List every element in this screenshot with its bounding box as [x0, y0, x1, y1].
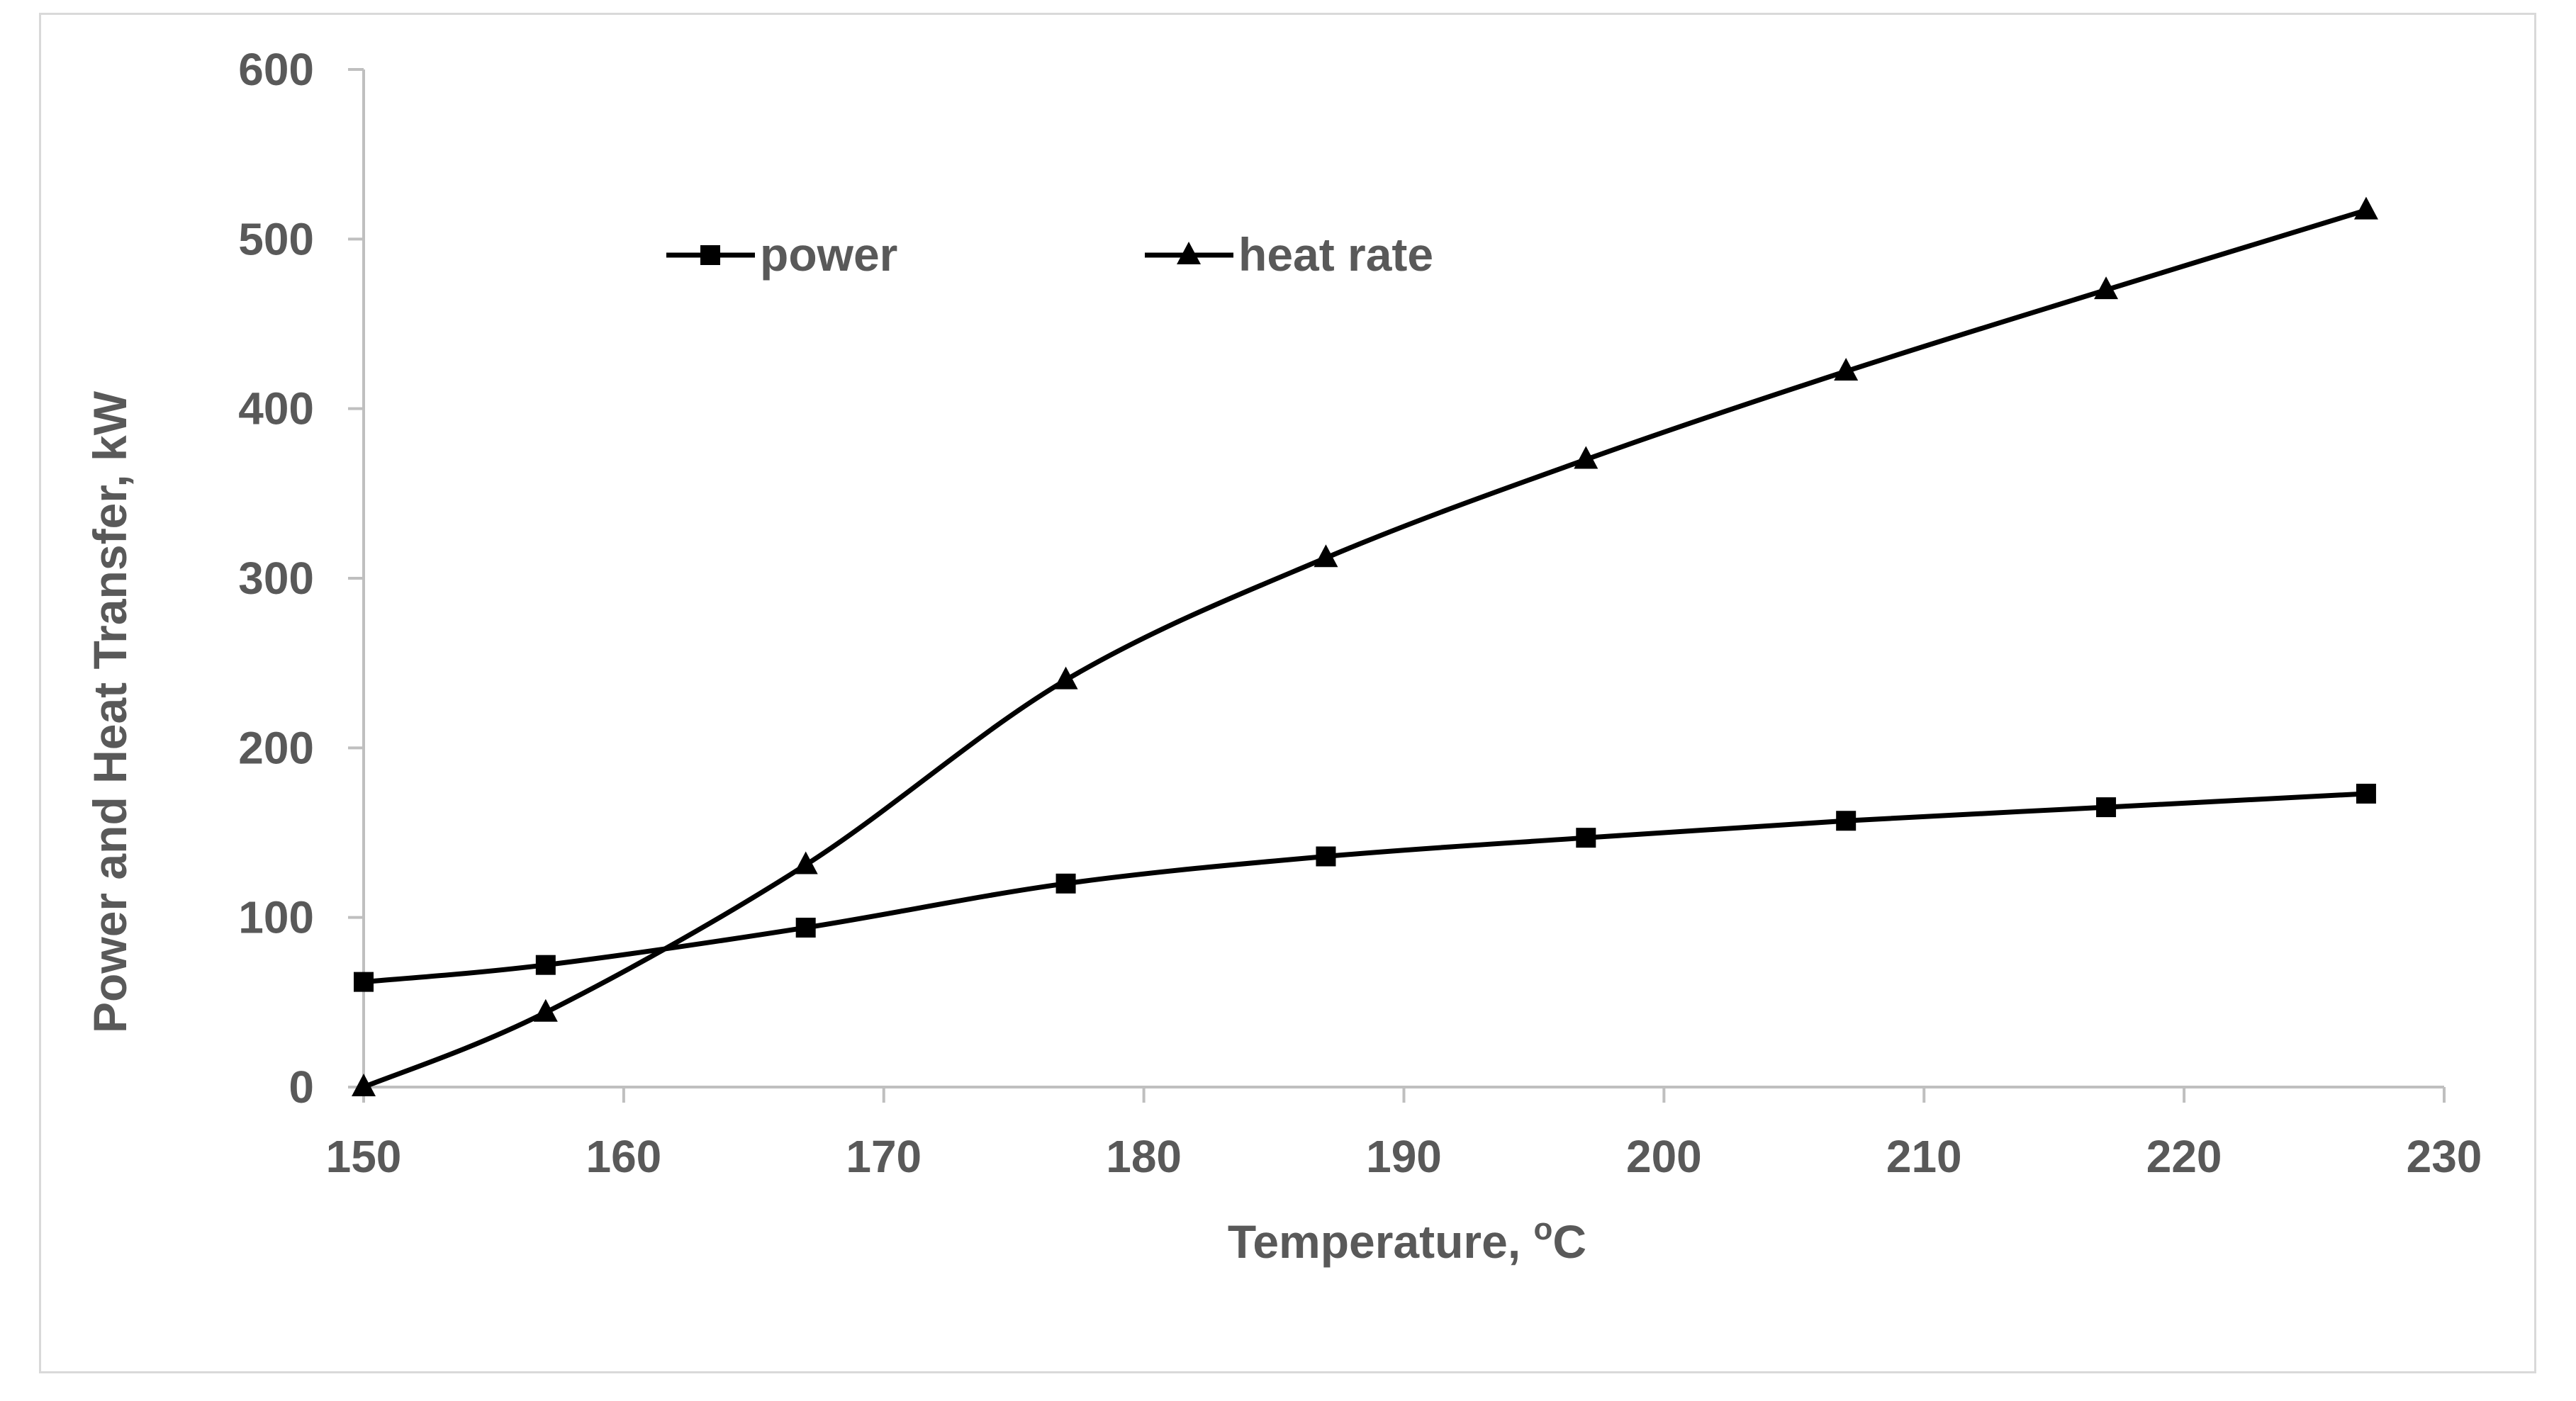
x-axis-title-unit: C: [1552, 1215, 1586, 1268]
data-point-heat-rate: [352, 1074, 376, 1096]
series-layer: [352, 196, 2378, 1096]
y-tick-label: 600: [238, 44, 314, 95]
data-point-heat-rate: [1053, 666, 1078, 690]
data-point-power: [1055, 873, 1076, 894]
x-axis-title: Temperature, oC: [1228, 1212, 1586, 1268]
x-tick-label: 230: [2407, 1131, 2482, 1182]
legend-marker-power: [700, 245, 720, 265]
series-line-heat-rate: [362, 208, 2367, 1090]
data-point-power: [2096, 797, 2117, 818]
legend-item-heat-rate: heat rate: [1145, 228, 1433, 281]
data-point-heat-rate: [1314, 544, 1338, 568]
x-tick-label: 160: [586, 1131, 661, 1182]
axes: 0 100 200 300 400 500 600 150 160 170 180 190 200 210…: [238, 44, 2482, 1182]
data-point-power: [1576, 828, 1596, 848]
data-point-power: [354, 972, 374, 992]
chart-frame: [39, 13, 2536, 1373]
legend: power heat rate: [666, 228, 1433, 281]
data-point-heat-rate: [793, 851, 818, 874]
legend-marker-heat-rate: [1177, 242, 1201, 264]
data-point-power: [2356, 783, 2376, 804]
data-point-heat-rate: [2353, 196, 2378, 220]
x-tick-label: 170: [846, 1131, 922, 1182]
data-point-power: [1836, 811, 1857, 831]
series-heat-rate: [352, 196, 2378, 1096]
x-tick-label: 180: [1106, 1131, 1182, 1182]
x-axis-title-superscript: o: [1534, 1212, 1553, 1247]
y-tick-label: 500: [238, 213, 314, 264]
data-point-power: [1316, 846, 1336, 867]
x-axis-title-text: Temperature,: [1228, 1215, 1534, 1268]
y-axis-title: Power and Heat Transfer, kW: [84, 390, 136, 1033]
y-tick-label: 200: [238, 722, 314, 773]
data-point-heat-rate: [1834, 358, 1859, 381]
data-point-power: [535, 955, 556, 975]
data-point-heat-rate: [1574, 446, 1598, 469]
y-tick-label: 400: [238, 383, 314, 434]
x-tick-label: 150: [326, 1131, 402, 1182]
data-point-power: [795, 918, 816, 938]
x-tick-label: 200: [1626, 1131, 1702, 1182]
x-tick-label: 220: [2146, 1131, 2222, 1182]
x-tick-label: 210: [1886, 1131, 1962, 1182]
data-point-heat-rate: [533, 998, 558, 1022]
series-power: [354, 783, 2376, 992]
data-point-heat-rate: [2094, 276, 2119, 300]
series-line-power: [363, 791, 2367, 985]
y-tick-label: 0: [289, 1062, 314, 1113]
legend-item-power: power: [666, 228, 897, 281]
legend-label-power: power: [760, 228, 897, 281]
legend-label-heat-rate: heat rate: [1238, 228, 1433, 281]
y-tick-label: 100: [238, 892, 314, 943]
y-tick-label: 300: [238, 553, 314, 604]
x-tick-label: 190: [1366, 1131, 1442, 1182]
